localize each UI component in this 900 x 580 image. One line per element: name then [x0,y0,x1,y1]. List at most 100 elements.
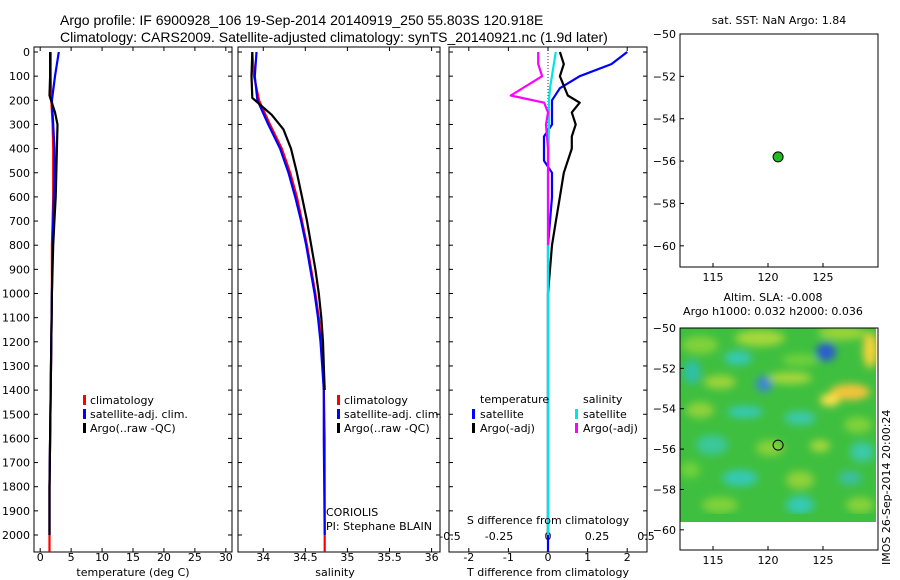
depth-tick-label: 200 [9,94,30,107]
x-tick-label: 10 [95,551,109,564]
depth-axis: 0 100 200 300 400 500 600 700 800 900 1000 1100 1200… [2,46,647,542]
x-tick-label: 34 [256,551,270,564]
legend-swatch-t-argo [472,423,475,433]
depth-tick-label: 1100 [2,312,30,325]
x-tick-label: 25 [188,551,202,564]
legend-swatch-argo [337,423,340,433]
lon-tick-label: 125 [813,271,834,284]
salinity-legend: climatology satellite-adj. clim. Argo(..… [337,394,442,435]
sst-map-panel: sat. SST: NaN Argo: 1.84 115 120 125 −50 −52… [653,14,879,284]
legend-swatch-s-argo [575,423,578,433]
sst-axes-ticks: 115 120 125 −50 −52 −54 −56 −58 −60 [653,28,834,284]
lat-tick-label: −54 [653,113,676,126]
x-tick-label: 2 [624,551,631,564]
salinity-xlabel: salinity [315,566,355,579]
legend-swatch-s-satellite [575,409,578,419]
legend-s-satellite: satellite [583,408,627,421]
legend-swatch-satellite [83,409,86,419]
lat-tick-label: −56 [653,443,676,456]
salinity-axes-frame [237,46,441,553]
lat-tick-label: −50 [653,322,676,335]
depth-tick-label: 100 [9,70,30,83]
lon-tick-label: 120 [758,554,779,567]
salinity-panel: 34 34.5 35 35.5 36 salinity climatology sate… [237,46,442,579]
depth-tick-label: 1400 [2,384,30,397]
profile-line [250,51,326,391]
legend-t-argo: Argo(-adj) [480,422,535,435]
x-tick-label: -1 [503,551,514,564]
depth-tick-label: 1300 [2,360,30,373]
x-tick-label: -2 [463,551,474,564]
sla-map-panel: Altim. SLA: -0.008 Argo h1000: 0.032 h20… [653,291,879,567]
sla-axes-frame [679,327,879,551]
profile-line [509,52,550,246]
temperature-xlabel: temperature (deg C) [76,566,189,579]
legend-swatch-t-satellite [472,409,475,419]
legend-argo-raw: Argo(..raw -QC) [344,422,430,435]
profile-line [48,52,59,535]
depth-tick-label: 900 [9,263,30,276]
figure-subtitle: Climatology: CARS2009. Satellite-adjuste… [60,29,608,45]
legend-satellite-clim: satellite-adj. clim. [344,408,442,421]
credit-pi: PI: Stephane BLAIN [326,520,432,533]
sst-title: sat. SST: NaN Argo: 1.84 [712,14,846,27]
profile-line [251,51,326,552]
legend-climatology: climatology [344,394,408,407]
lat-tick-label: −52 [653,362,676,375]
depth-tick-label: 2000 [2,529,30,542]
s-tick-label: -0.5 [439,530,460,543]
lat-tick-label: −56 [653,155,676,168]
figure-title: Argo profile: IF 6900928_106 19-Sep-2014… [60,12,544,28]
x-tick-label: 35.5 [377,551,402,564]
lat-tick-label: −54 [653,403,676,416]
float-position-marker [772,151,784,163]
sst-axes-frame [679,33,879,268]
legend-swatch-satellite [337,409,340,419]
salinity-x-axis: 34 34.5 35 35.5 36 [256,47,439,564]
legend-s-argo: Argo(-adj) [583,422,638,435]
legend-t-satellite: satellite [480,408,524,421]
x-tick-label: 15 [126,551,140,564]
x-tick-label: 30 [219,551,233,564]
depth-tick-label: 1700 [2,457,30,470]
difference-profiles [509,51,628,552]
legend-salinity-heading: salinity [583,393,623,406]
argo-height-text: Argo h1000: 0.032 h2000: 0.036 [683,305,863,318]
lon-tick-label: 115 [703,271,724,284]
t-difference-x-axis: -2 -1 0 1 2 [463,47,631,564]
lat-tick-label: −58 [653,483,676,496]
depth-tick-label: 1500 [2,408,30,421]
temperature-legend: climatology satellite-adj. clim. Argo(..… [83,394,188,435]
sla-heatmap [680,328,877,522]
difference-legend: temperature salinity satellite Argo(-adj… [472,393,638,435]
depth-tick-label: 1200 [2,336,30,349]
depth-tick-label: 1600 [2,432,30,445]
lat-tick-label: −60 [653,524,676,537]
lat-tick-label: −50 [653,28,676,41]
x-tick-label: 1 [584,551,591,564]
lon-tick-label: 115 [703,554,724,567]
temperature-axes-frame [33,46,233,553]
x-tick-label: 20 [157,551,171,564]
float-position-ring [772,439,784,451]
difference-panel: -2 -1 0 1 2 -0.5 -0.25 0 0.25 0.5 S difference f… [439,46,655,579]
x-tick-label: 36 [425,551,439,564]
legend-temperature-heading: temperature [480,393,549,406]
sla-axes-ticks: 115 120 125 −50 −52 −54 −56 −58 −60 [653,322,834,567]
sla-title: Altim. SLA: -0.008 [723,291,822,304]
profile-line [542,51,628,552]
lat-tick-label: −52 [653,70,676,83]
depth-tick-label: 700 [9,215,30,228]
credit-institution: CORIOLIS [326,506,378,519]
s-tick-label: 0.5 [637,530,655,543]
x-tick-label: 0 [545,551,552,564]
depth-tick-label: 1900 [2,505,30,518]
s-difference-axis-labels: -0.5 -0.25 0 0.25 0.5 [439,530,654,543]
temperature-profiles [48,51,60,552]
legend-satellite-clim: satellite-adj. clim. [90,408,188,421]
depth-tick-label: 500 [9,167,30,180]
profile-line [546,51,581,535]
profile-line [253,51,326,536]
x-tick-label: 0 [37,551,44,564]
